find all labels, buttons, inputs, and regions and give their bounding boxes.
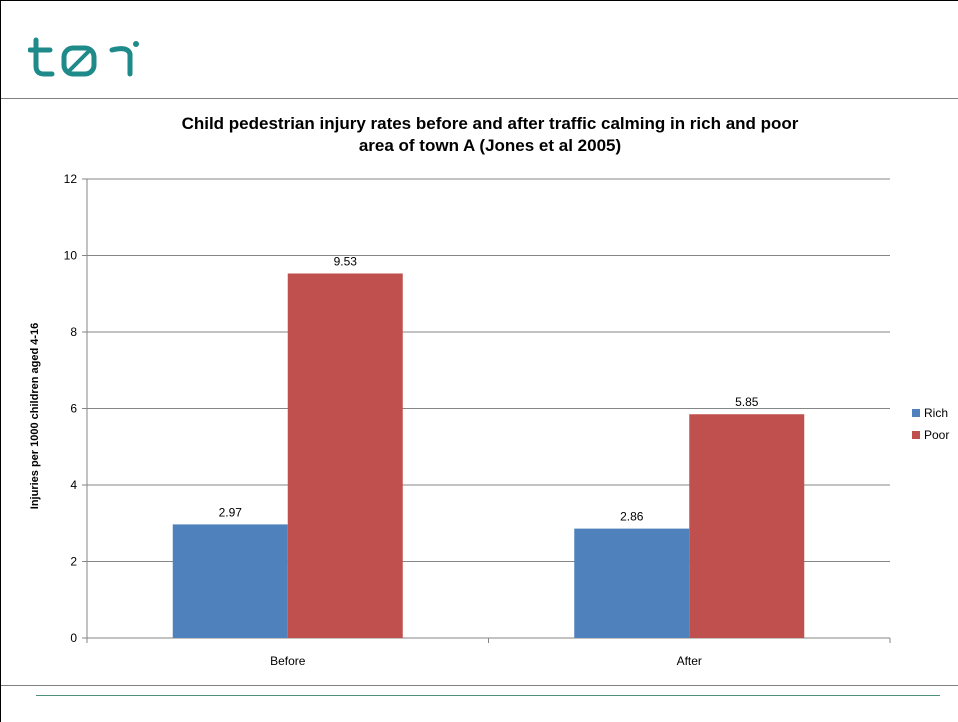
- data-label: 2.86: [620, 510, 644, 524]
- data-label: 9.53: [334, 254, 358, 268]
- y-tick-label: 12: [64, 172, 78, 186]
- y-tick-label: 6: [70, 402, 77, 416]
- x-tick-label: After: [677, 654, 702, 668]
- legend-swatch-poor: [912, 431, 920, 439]
- toi-logo: [28, 37, 139, 77]
- bar-poor-after: [689, 414, 805, 638]
- header-divider: [1, 98, 958, 99]
- y-tick-label: 8: [70, 325, 77, 339]
- bar-rich-after: [574, 528, 690, 638]
- legend-label-rich: Rich: [924, 406, 949, 420]
- legend-item-rich: Rich: [912, 402, 949, 424]
- chart-area: [1, 99, 958, 686]
- legend: Rich Poor: [912, 402, 949, 446]
- data-label: 2.97: [219, 505, 243, 519]
- y-tick-label: 0: [70, 631, 77, 645]
- bar-poor-before: [287, 273, 403, 638]
- footer-divider: [36, 695, 940, 696]
- bar-rich-before: [172, 524, 288, 638]
- y-tick-label: 4: [70, 478, 77, 492]
- data-label: 5.85: [735, 395, 759, 409]
- chart-title: Child pedestrian injury rates before and…: [181, 114, 799, 155]
- y-tick-label: 2: [70, 555, 77, 569]
- legend-label-poor: Poor: [924, 428, 950, 442]
- legend-item-poor: Poor: [912, 424, 949, 446]
- legend-swatch-rich: [912, 409, 920, 417]
- x-tick-label: Before: [270, 654, 306, 668]
- y-tick-label: 10: [64, 249, 78, 263]
